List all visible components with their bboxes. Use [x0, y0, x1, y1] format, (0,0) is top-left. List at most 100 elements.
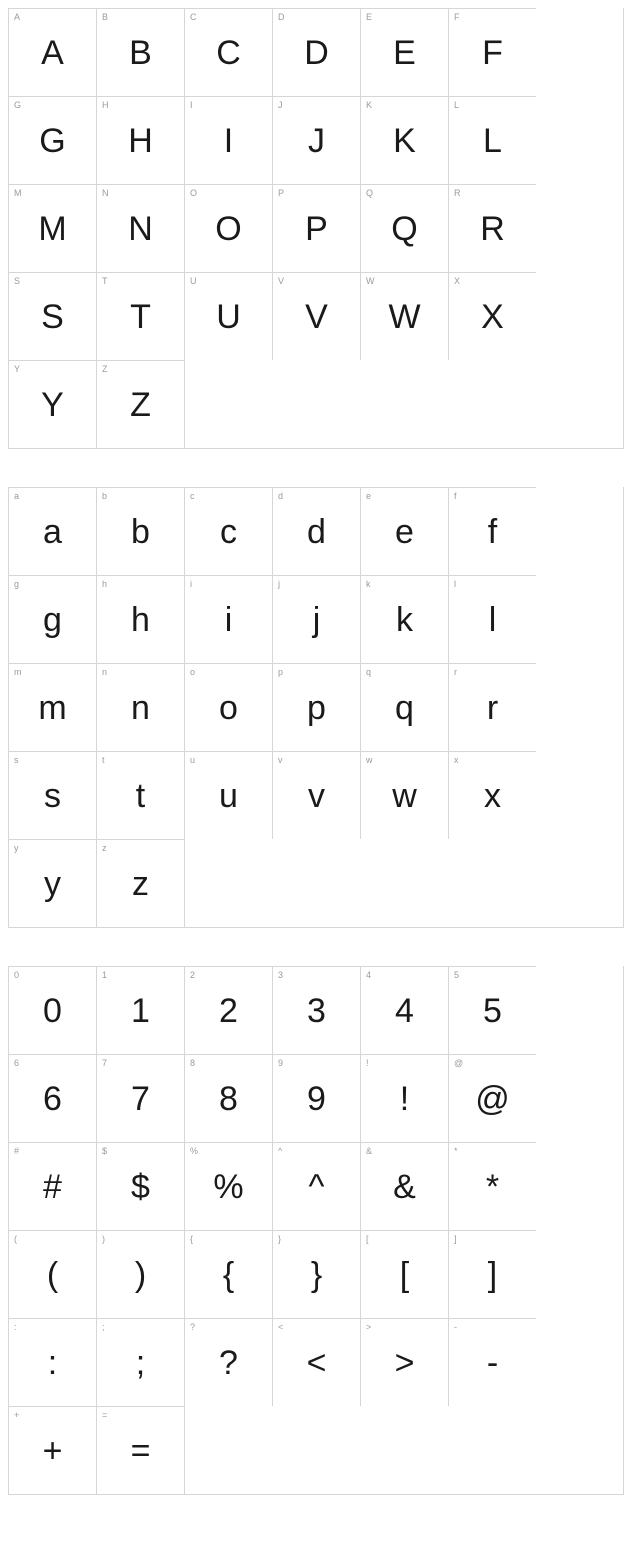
glyph-label: M: [14, 188, 22, 198]
character-map: AABBCCDDEEFFGGHHIIJJKKLLMMNNOOPPQQRRSSTT…: [8, 8, 632, 1495]
glyph-cell: --: [448, 1318, 536, 1406]
glyph-cell: ss: [8, 751, 96, 839]
glyph-label: 0: [14, 970, 19, 980]
glyph-cell: YY: [8, 360, 96, 448]
glyph-char: d: [307, 515, 326, 549]
glyph-char: 3: [307, 994, 326, 1028]
glyph-label: a: [14, 491, 19, 501]
glyph-char: j: [313, 603, 321, 637]
glyph-label: 1: [102, 970, 107, 980]
glyph-cell: 22: [184, 966, 272, 1054]
glyph-cell: SS: [8, 272, 96, 360]
glyph-label: ;: [102, 1322, 105, 1332]
empty-cell: [272, 360, 360, 448]
glyph-char: r: [487, 691, 498, 725]
glyph-label: 2: [190, 970, 195, 980]
glyph-label: +: [14, 1410, 19, 1420]
glyph-cell: tt: [96, 751, 184, 839]
glyph-char: 2: [219, 994, 238, 1028]
glyph-cell: HH: [96, 96, 184, 184]
glyph-char: b: [131, 515, 150, 549]
glyph-char: 8: [219, 1082, 238, 1116]
glyph-char: +: [43, 1434, 63, 1468]
glyph-char: B: [129, 36, 152, 70]
glyph-char: k: [396, 603, 413, 637]
glyph-cell: 99: [272, 1054, 360, 1142]
glyph-label: #: [14, 1146, 19, 1156]
glyph-char: Z: [130, 388, 151, 422]
glyph-char: A: [41, 36, 64, 70]
glyph-char: a: [43, 515, 62, 549]
glyph-cell: ii: [184, 575, 272, 663]
glyph-cell: mm: [8, 663, 96, 751]
glyph-cell: ++: [8, 1406, 96, 1494]
glyph-char: ?: [219, 1346, 238, 1380]
glyph-cell: ??: [184, 1318, 272, 1406]
glyph-char: N: [128, 212, 153, 246]
glyph-cell: XX: [448, 272, 536, 360]
glyph-cell: QQ: [360, 184, 448, 272]
glyph-char: l: [489, 603, 497, 637]
glyph-char: }: [311, 1258, 322, 1292]
glyph-label: ^: [278, 1146, 282, 1156]
glyph-label: @: [454, 1058, 463, 1068]
glyph-label: v: [278, 755, 283, 765]
glyph-char: u: [219, 779, 238, 813]
glyph-cell: NN: [96, 184, 184, 272]
glyph-label: n: [102, 667, 107, 677]
glyph-char: L: [483, 124, 502, 158]
glyph-char: V: [305, 300, 328, 334]
glyph-char: ): [135, 1258, 146, 1292]
glyph-cell: ww: [360, 751, 448, 839]
glyph-label: $: [102, 1146, 107, 1156]
glyph-char: n: [131, 691, 150, 725]
glyph-cell: yy: [8, 839, 96, 927]
glyph-cell: ##: [8, 1142, 96, 1230]
glyph-label: y: [14, 843, 19, 853]
glyph-label: d: [278, 491, 283, 501]
glyph-cell: gg: [8, 575, 96, 663]
glyph-char: 9: [307, 1082, 326, 1116]
glyph-char: C: [216, 36, 241, 70]
glyph-char: w: [392, 779, 417, 813]
glyph-cell: KK: [360, 96, 448, 184]
glyph-char: m: [38, 691, 66, 725]
glyph-char: T: [130, 300, 151, 334]
glyph-label: X: [454, 276, 460, 286]
glyph-label: k: [366, 579, 371, 589]
glyph-label: [: [366, 1234, 369, 1244]
glyph-label: r: [454, 667, 457, 677]
glyph-char: Q: [391, 212, 417, 246]
glyph-label: 4: [366, 970, 371, 980]
glyph-label: c: [190, 491, 195, 501]
glyph-char: S: [41, 300, 64, 334]
glyph-label: O: [190, 188, 197, 198]
empty-cell: [272, 1406, 360, 1494]
glyph-cell: AA: [8, 8, 96, 96]
glyph-char: t: [136, 779, 145, 813]
glyph-label: h: [102, 579, 107, 589]
glyph-label: &: [366, 1146, 372, 1156]
glyph-label: s: [14, 755, 19, 765]
glyph-char: F: [482, 36, 503, 70]
glyph-label: B: [102, 12, 108, 22]
glyph-label: u: [190, 755, 195, 765]
glyph-label: R: [454, 188, 461, 198]
glyph-char: o: [219, 691, 238, 725]
glyph-label: j: [278, 579, 280, 589]
section-numbers-symbols: 00112233445566778899!!@@##$$%%^^&&**(())…: [8, 966, 624, 1495]
glyph-label: }: [278, 1234, 281, 1244]
glyph-char: <: [307, 1346, 327, 1380]
empty-cell: [184, 1406, 272, 1494]
glyph-cell: cc: [184, 487, 272, 575]
glyph-cell: 88: [184, 1054, 272, 1142]
glyph-label: i: [190, 579, 192, 589]
glyph-cell: qq: [360, 663, 448, 751]
glyph-char: R: [480, 212, 505, 246]
glyph-label: 9: [278, 1058, 283, 1068]
glyph-label: (: [14, 1234, 17, 1244]
glyph-char: G: [39, 124, 65, 158]
glyph-char: U: [216, 300, 241, 334]
glyph-label: %: [190, 1146, 198, 1156]
glyph-char: :: [48, 1346, 57, 1380]
